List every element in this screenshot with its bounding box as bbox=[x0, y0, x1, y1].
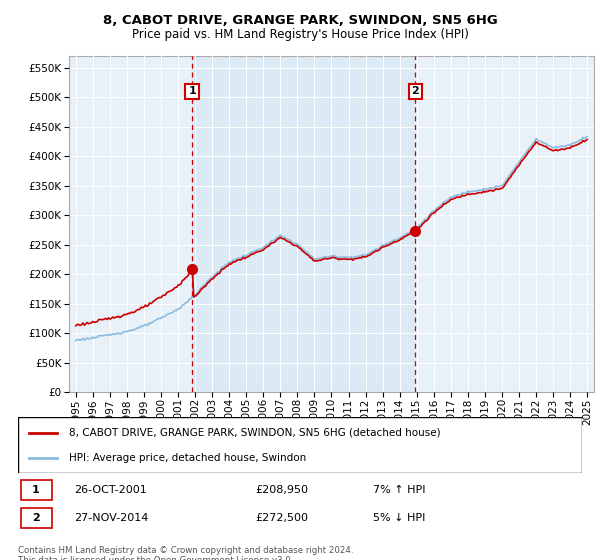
FancyBboxPatch shape bbox=[18, 417, 582, 473]
Text: 5% ↓ HPI: 5% ↓ HPI bbox=[373, 513, 425, 523]
Text: Contains HM Land Registry data © Crown copyright and database right 2024.
This d: Contains HM Land Registry data © Crown c… bbox=[18, 546, 353, 560]
Text: 8, CABOT DRIVE, GRANGE PARK, SWINDON, SN5 6HG (detached house): 8, CABOT DRIVE, GRANGE PARK, SWINDON, SN… bbox=[69, 428, 440, 438]
Text: 1: 1 bbox=[32, 485, 40, 495]
Text: 2: 2 bbox=[412, 86, 419, 96]
Text: 7% ↑ HPI: 7% ↑ HPI bbox=[373, 485, 426, 495]
Text: HPI: Average price, detached house, Swindon: HPI: Average price, detached house, Swin… bbox=[69, 452, 306, 463]
FancyBboxPatch shape bbox=[21, 480, 52, 500]
Text: Price paid vs. HM Land Registry's House Price Index (HPI): Price paid vs. HM Land Registry's House … bbox=[131, 28, 469, 41]
Text: 26-OCT-2001: 26-OCT-2001 bbox=[74, 485, 147, 495]
Text: £272,500: £272,500 bbox=[255, 513, 308, 523]
Text: £208,950: £208,950 bbox=[255, 485, 308, 495]
Text: 2: 2 bbox=[32, 513, 40, 523]
Text: 1: 1 bbox=[188, 86, 196, 96]
Text: 27-NOV-2014: 27-NOV-2014 bbox=[74, 513, 149, 523]
Text: 8, CABOT DRIVE, GRANGE PARK, SWINDON, SN5 6HG: 8, CABOT DRIVE, GRANGE PARK, SWINDON, SN… bbox=[103, 14, 497, 27]
Bar bbox=[192, 56, 415, 392]
FancyBboxPatch shape bbox=[21, 508, 52, 528]
